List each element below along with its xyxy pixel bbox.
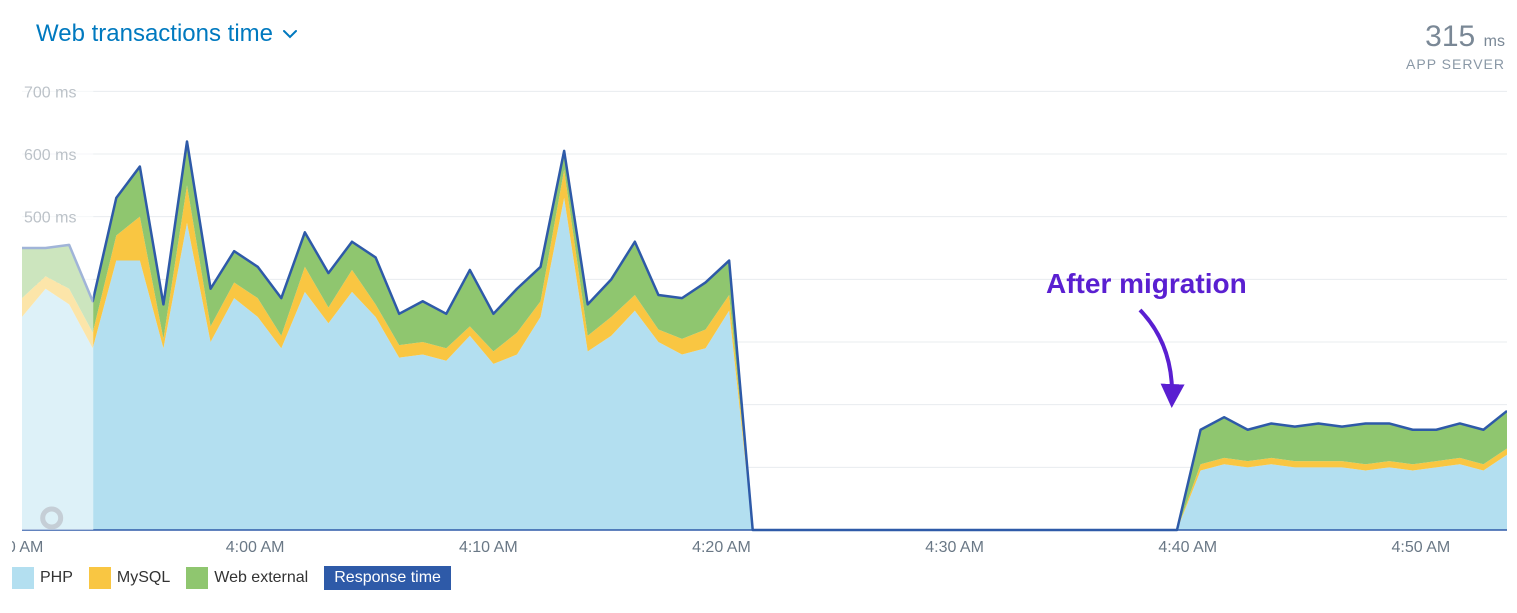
svg-text:4:30 AM: 4:30 AM <box>925 539 984 556</box>
legend-swatch-label: Response time <box>324 566 451 590</box>
svg-text:4:10 AM: 4:10 AM <box>459 539 518 556</box>
legend-label: PHP <box>40 569 73 587</box>
legend-swatch <box>89 567 111 589</box>
metric-unit: ms <box>1484 33 1505 50</box>
legend-item[interactable]: MySQL <box>89 567 170 589</box>
legend-swatch <box>186 567 208 589</box>
chart-legend: PHP MySQL Web external Response time <box>12 566 467 590</box>
metric-value: 315 <box>1425 20 1475 53</box>
legend-label: Web external <box>214 569 308 587</box>
legend-item[interactable]: Response time <box>324 566 451 590</box>
legend-item[interactable]: PHP <box>12 567 73 589</box>
chart-title-text: Web transactions time <box>36 20 273 48</box>
legend-swatch <box>12 567 34 589</box>
svg-text:4:20 AM: 4:20 AM <box>692 539 751 556</box>
chart-svg: 100 ms200 ms300 ms400 ms500 ms600 ms700 … <box>12 60 1507 560</box>
svg-text:4:40 AM: 4:40 AM <box>1158 539 1217 556</box>
legend-label: MySQL <box>117 569 170 587</box>
chart-title-dropdown[interactable]: Web transactions time <box>36 20 297 48</box>
legend-item[interactable]: Web external <box>186 567 308 589</box>
svg-text:3:50 AM: 3:50 AM <box>12 539 43 556</box>
chevron-down-icon <box>283 26 297 42</box>
svg-text:4:00 AM: 4:00 AM <box>226 539 285 556</box>
svg-text:4:50 AM: 4:50 AM <box>1392 539 1451 556</box>
chart-area[interactable]: 100 ms200 ms300 ms400 ms500 ms600 ms700 … <box>12 60 1507 560</box>
